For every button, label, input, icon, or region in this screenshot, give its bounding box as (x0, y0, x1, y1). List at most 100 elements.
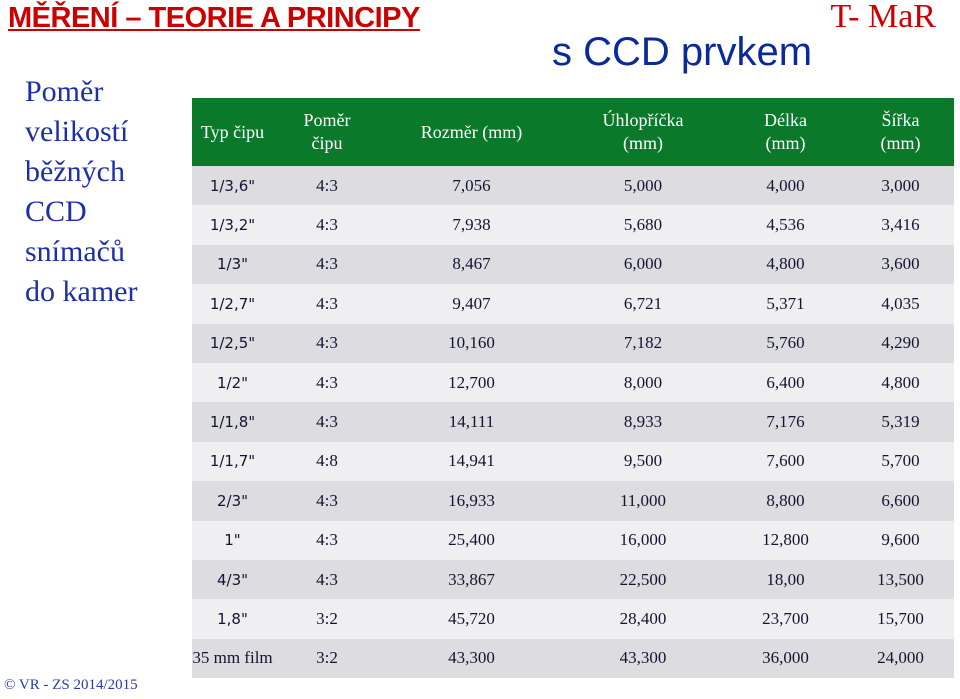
size-cell: 10,160 (381, 323, 562, 363)
header-label: Délka (764, 110, 807, 130)
width-cell: 6,600 (847, 481, 954, 521)
table-body: 1/3,6" 4:3 7,056 5,000 4,000 3,000 1/3,2" 4:3 7,… (192, 166, 954, 679)
slide-subtitle: s CCD prvkem (552, 30, 813, 74)
chip-type-cell: 1/3,2" (192, 205, 273, 245)
col-length-header: Délka (mm) (724, 98, 847, 166)
length-cell: 4,536 (724, 205, 847, 245)
side-title-line: snímačů (25, 235, 125, 268)
aspect-ratio-cell: 4:3 (273, 362, 381, 403)
side-title-line: běžných (25, 155, 125, 188)
width-cell: 13,500 (847, 559, 954, 600)
aspect-ratio-cell: 4:3 (273, 481, 381, 521)
diagonal-cell: 6,000 (562, 244, 724, 285)
chip-type-cell: 1,8" (192, 599, 273, 639)
aspect-ratio-cell: 4:3 (273, 520, 381, 560)
table-row: 1/1,7" 4:8 14,941 9,500 7,600 5,700 (192, 441, 954, 482)
aspect-ratio-cell: 4:8 (273, 441, 381, 482)
table-row: 1/2,5" 4:3 10,160 7,182 5,760 4,290 (192, 323, 954, 363)
header-label: čipu (311, 133, 343, 153)
table-row: 4/3" 4:3 33,867 22,500 18,00 13,500 (192, 559, 954, 600)
table-row: 1/1,8" 4:3 14,111 8,933 7,176 5,319 (192, 402, 954, 442)
aspect-ratio-cell: 4:3 (273, 402, 381, 442)
header-label: Poměr (303, 110, 351, 130)
header-label: (mm) (765, 133, 806, 153)
width-cell: 5,700 (847, 441, 954, 482)
size-cell: 14,111 (381, 402, 562, 442)
chip-type-cell: 1/2,5" (192, 323, 273, 363)
size-cell: 12,700 (381, 362, 562, 403)
chip-type-cell: 1/1,8" (192, 402, 273, 442)
width-cell: 3,000 (847, 166, 954, 206)
aspect-ratio-cell: 3:2 (273, 638, 381, 679)
col-chip-type-header: Typ čipu (192, 98, 273, 166)
diagonal-cell: 28,400 (562, 599, 724, 639)
width-cell: 24,000 (847, 638, 954, 679)
diagonal-cell: 9,500 (562, 441, 724, 482)
side-title: Poměr velikostí běžných CCD snímačů do k… (25, 72, 195, 312)
diagonal-cell: 5,680 (562, 205, 724, 245)
diagonal-cell: 6,721 (562, 284, 724, 324)
header-label: Rozměr (mm) (420, 121, 523, 142)
length-cell: 36,000 (724, 638, 847, 679)
chip-type-cell: 35 mm film (192, 638, 273, 679)
header-label: Typ čipu (200, 121, 265, 142)
aspect-ratio-cell: 4:3 (273, 323, 381, 363)
width-cell: 9,600 (847, 520, 954, 560)
chip-type-cell: 2/3" (192, 481, 273, 521)
width-cell: 4,800 (847, 362, 954, 403)
header-label: Šířka (881, 110, 920, 130)
col-diagonal-header: Úhlopříčka (mm) (562, 98, 724, 166)
table-row: 1/2,7" 4:3 9,407 6,721 5,371 4,035 (192, 284, 954, 324)
size-cell: 16,933 (381, 481, 562, 521)
width-cell: 3,600 (847, 244, 954, 285)
width-cell: 3,416 (847, 205, 954, 245)
length-cell: 8,800 (724, 481, 847, 521)
length-cell: 7,176 (724, 402, 847, 442)
side-title-line: CCD (25, 195, 87, 228)
col-aspect-ratio-header: Poměr čipu (273, 98, 381, 166)
length-cell: 7,600 (724, 441, 847, 482)
header-label: Úhlopříčka (602, 110, 684, 130)
header-label: (mm) (623, 133, 663, 153)
table-row: 2/3" 4:3 16,933 11,000 8,800 6,600 (192, 481, 954, 521)
size-cell: 45,720 (381, 599, 562, 639)
table-row: 1/2" 4:3 12,700 8,000 6,400 4,800 (192, 362, 954, 403)
size-cell: 33,867 (381, 559, 562, 600)
col-size-header: Rozměr (mm) (381, 98, 562, 166)
aspect-ratio-cell: 4:3 (273, 559, 381, 600)
size-cell: 8,467 (381, 244, 562, 285)
size-cell: 9,407 (381, 284, 562, 324)
diagonal-cell: 8,000 (562, 362, 724, 403)
width-cell: 15,700 (847, 599, 954, 639)
col-width-header: Šířka (mm) (847, 98, 954, 166)
length-cell: 23,700 (724, 599, 847, 639)
diagonal-cell: 22,500 (562, 559, 724, 600)
aspect-ratio-cell: 4:3 (273, 284, 381, 324)
diagonal-cell: 43,300 (562, 638, 724, 679)
length-cell: 5,371 (724, 284, 847, 324)
width-cell: 4,035 (847, 284, 954, 324)
table-row: 1/3" 4:3 8,467 6,000 4,800 3,600 (192, 244, 954, 285)
diagonal-cell: 11,000 (562, 481, 724, 521)
length-cell: 18,00 (724, 559, 847, 600)
brand-logo: T- MaR (830, 0, 936, 35)
length-cell: 5,760 (724, 323, 847, 363)
diagonal-cell: 16,000 (562, 520, 724, 560)
size-cell: 25,400 (381, 520, 562, 560)
table-row: 1" 4:3 25,400 16,000 12,800 9,600 (192, 520, 954, 560)
length-cell: 6,400 (724, 362, 847, 403)
chip-type-cell: 1/2" (192, 362, 273, 403)
ccd-sizes-table: Typ čipu Poměr čipu Rozměr (mm) Úhlopříčka (m… (192, 98, 954, 679)
size-cell: 43,300 (381, 638, 562, 679)
chip-type-cell: 1/3,6" (192, 166, 273, 206)
width-cell: 5,319 (847, 402, 954, 442)
diagonal-cell: 8,933 (562, 402, 724, 442)
diagonal-cell: 5,000 (562, 166, 724, 206)
header-label: (mm) (880, 133, 921, 153)
size-cell: 7,938 (381, 205, 562, 245)
size-cell: 14,941 (381, 441, 562, 482)
aspect-ratio-cell: 3:2 (273, 599, 381, 639)
side-title-line: do kamer (25, 275, 138, 308)
chip-type-cell: 1" (192, 520, 273, 560)
table-row: 1,8" 3:2 45,720 28,400 23,700 15,700 (192, 599, 954, 639)
